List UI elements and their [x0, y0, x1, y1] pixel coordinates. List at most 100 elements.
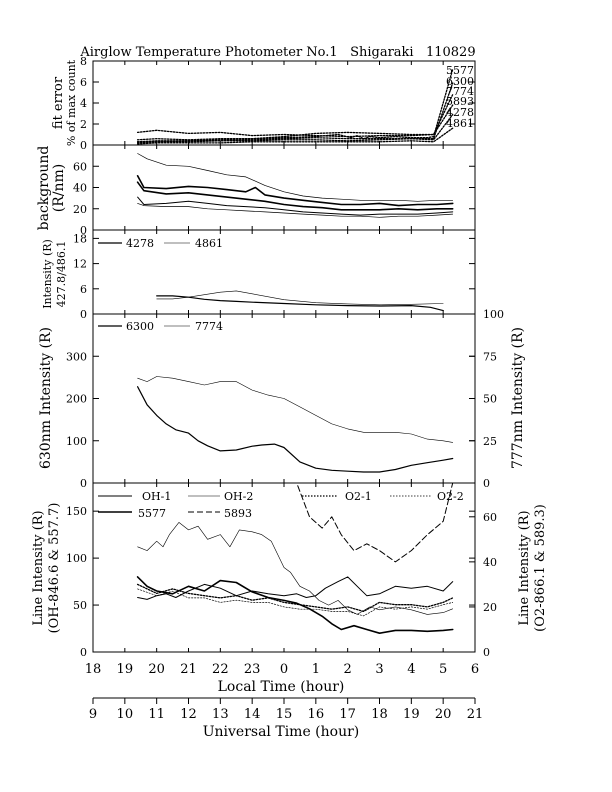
- line-intensity-yticks: 0 50 100 150 0 20 40 60: [66, 483, 497, 659]
- fit-error-yticks: 0 2 4 6 8: [80, 55, 476, 152]
- ytick-label-fit-0: 0: [80, 139, 87, 152]
- local-tick-18: 18: [85, 662, 102, 677]
- legend-4861: 4861: [195, 237, 223, 250]
- legend-6300: 6300: [126, 320, 154, 333]
- universal-tick-15: 15: [276, 707, 293, 722]
- local-tick-22: 22: [212, 662, 229, 677]
- local-tick-21: 21: [180, 662, 197, 677]
- universal-tick-10: 10: [117, 707, 134, 722]
- series-line-5893: [137, 482, 454, 563]
- series-bg-4: [137, 196, 454, 216]
- line-intensity-right-ylabel-1: Line Intensity (R): [517, 510, 532, 625]
- local-tick-0: 0: [280, 662, 288, 677]
- legend-5893: 5893: [224, 507, 252, 520]
- ytick-right-label-630-25: 25: [483, 435, 497, 448]
- ytick-label-bg-20: 20: [73, 203, 87, 216]
- universal-tick-20: 20: [435, 707, 452, 722]
- ytick-label-630-0: 0: [80, 477, 87, 490]
- series-line-oh-1: [137, 576, 454, 600]
- ytick-label-fit-4: 4: [80, 97, 87, 110]
- local-tick-23: 23: [244, 662, 261, 677]
- ytick-right-label-630-100: 100: [483, 308, 504, 321]
- fit-label-5893: 5893: [446, 95, 474, 108]
- ytick-label-line-50: 50: [73, 599, 87, 612]
- fit-label-7774: 7774: [446, 85, 474, 98]
- intensity-427-legend: 4278 4861: [98, 237, 223, 250]
- intensity-630-yticks: 0 100 200 300 0 25 50 75 100: [66, 308, 504, 490]
- legend-5577: 5577: [138, 507, 166, 520]
- local-tick-2: 2: [344, 662, 352, 677]
- universal-tick-19: 19: [403, 707, 420, 722]
- line-intensity-ylabel-2: (OH-846.6 & 557.7): [47, 503, 62, 634]
- intensity-427-ylabel-1: Intensity (R): [41, 239, 54, 309]
- local-tick-3: 3: [375, 662, 383, 677]
- line-intensity-legend: OH-1 OH-2 O2-1 O2-2 5577 5893: [98, 490, 464, 520]
- ytick-label-427-12: 12: [73, 258, 87, 271]
- legend-oh1: OH-1: [142, 490, 171, 503]
- ytick-label-bg-60: 60: [73, 160, 87, 173]
- intensity-777-ylabel: 777nm Intensity (R): [510, 327, 526, 469]
- line-intensity-ylabel-1: Line Intensity (R): [31, 510, 46, 625]
- ytick-label-630-300: 300: [66, 350, 87, 363]
- ytick-right-label-line-60: 60: [483, 511, 497, 524]
- series-fit-4278: [136, 113, 454, 144]
- intensity-427-ylabel-2: 427.8/486.1: [55, 241, 68, 308]
- series-fit-4861: [136, 127, 454, 145]
- ytick-label-427-18: 18: [73, 232, 87, 245]
- ytick-label-line-0: 0: [80, 646, 87, 659]
- ytick-right-label-630-50: 50: [483, 393, 497, 406]
- intensity-427-series: [156, 290, 444, 312]
- ytick-right-label-line-40: 40: [483, 556, 497, 569]
- universal-tick-13: 13: [212, 707, 229, 722]
- local-tick-6: 6: [471, 662, 479, 677]
- legend-o2-2: O2-2: [437, 490, 464, 503]
- universal-time-label: Universal Time (hour): [203, 724, 360, 740]
- local-time-label: Local Time (hour): [218, 679, 345, 695]
- universal-tick-12: 12: [180, 707, 197, 722]
- local-tick-1: 1: [312, 662, 320, 677]
- line-intensity-series: [136, 482, 454, 635]
- local-tick-5: 5: [439, 662, 447, 677]
- local-tick-19: 19: [117, 662, 134, 677]
- ytick-label-fit-8: 8: [80, 55, 87, 68]
- universal-tick-16: 16: [308, 707, 325, 722]
- intensity-630-series: [137, 376, 454, 473]
- universal-tick-9: 9: [89, 707, 97, 722]
- universal-tick-18: 18: [371, 707, 388, 722]
- series-bg-5: [137, 203, 454, 218]
- background-ylabel-1: background: [36, 146, 52, 231]
- local-tick-20: 20: [148, 662, 165, 677]
- series-630-6300: [137, 386, 454, 473]
- fit-label-4278: 4278: [446, 106, 474, 119]
- ytick-label-427-6: 6: [80, 283, 87, 296]
- intensity-630-legend: 6300 7774: [98, 320, 223, 333]
- background-panel: 0 20 40 60 background (R/nm): [36, 144, 476, 237]
- series-427-4861: [156, 290, 444, 306]
- ytick-label-bg-40: 40: [73, 182, 87, 195]
- universal-time-axis: 9 10 11 12 13 14 15 16 17 18 19 20 21 Universal Time…: [89, 697, 483, 740]
- fit-error-ylabel-2: % of max count: [65, 59, 78, 146]
- fit-error-ylabel-1: fit error: [51, 76, 66, 129]
- universal-tick-17: 17: [339, 707, 356, 722]
- fit-label-4861: 4861: [446, 117, 474, 130]
- universal-tick-11: 11: [148, 707, 165, 722]
- legend-7774: 7774: [195, 320, 223, 333]
- ytick-label-line-100: 100: [66, 552, 87, 565]
- local-time-ticks: 18 19 20 21 22 23 0 1 2 3 4 5 6: [85, 662, 479, 677]
- intensity-630-777-panel: 0 100 200 300 0 25 50 75 100 630nm Intensity (R)…: [38, 308, 526, 490]
- intensity-630-ylabel: 630nm Intensity (R): [38, 327, 54, 469]
- figure-title: Airglow Temperature Photometer No.1 Shig…: [79, 45, 475, 60]
- series-line-5577: [136, 576, 454, 635]
- series-630-7774: [137, 376, 454, 443]
- background-ylabel-2: (R/nm): [51, 164, 67, 212]
- series-fit-5577: [136, 68, 454, 143]
- legend-oh2: OH-2: [224, 490, 253, 503]
- ytick-right-label-630-75: 75: [483, 350, 497, 363]
- universal-tick-14: 14: [244, 707, 261, 722]
- legend-4278: 4278: [126, 237, 154, 250]
- local-tick-4: 4: [407, 662, 415, 677]
- background-yticks: 0 20 40 60: [73, 145, 476, 237]
- ytick-label-line-150: 150: [66, 505, 87, 518]
